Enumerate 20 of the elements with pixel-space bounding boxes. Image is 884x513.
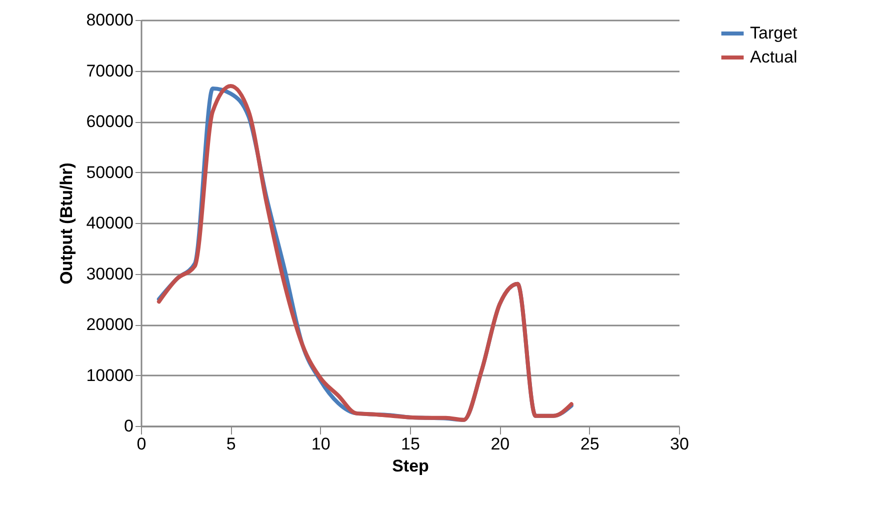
y-tick-label: 70000 <box>86 61 134 80</box>
x-tick-label: 20 <box>490 434 510 454</box>
x-tick-label: 5 <box>226 434 236 454</box>
x-axis-title: Step <box>392 456 429 476</box>
y-tick-label: 10000 <box>86 366 134 385</box>
y-tick-label: 40000 <box>86 214 134 232</box>
y-tick-label: 50000 <box>86 162 134 182</box>
x-tick-label: 15 <box>401 434 420 454</box>
y-tick-label: 80000 <box>86 10 134 30</box>
y-axis-title: Output (Btu/hr) <box>57 162 76 284</box>
y-tick-label: 30000 <box>86 264 134 284</box>
x-tick-label: 10 <box>311 434 330 454</box>
legend-label: Actual <box>750 48 798 66</box>
y-tick-label: 0 <box>124 416 134 436</box>
x-tick-label: 30 <box>670 434 689 454</box>
x-tick-label: 0 <box>136 434 146 454</box>
y-tick-label: 60000 <box>86 112 134 131</box>
legend-label: Target <box>750 24 798 42</box>
x-tick-label: 25 <box>580 434 600 454</box>
y-tick-label: 20000 <box>86 315 134 334</box>
